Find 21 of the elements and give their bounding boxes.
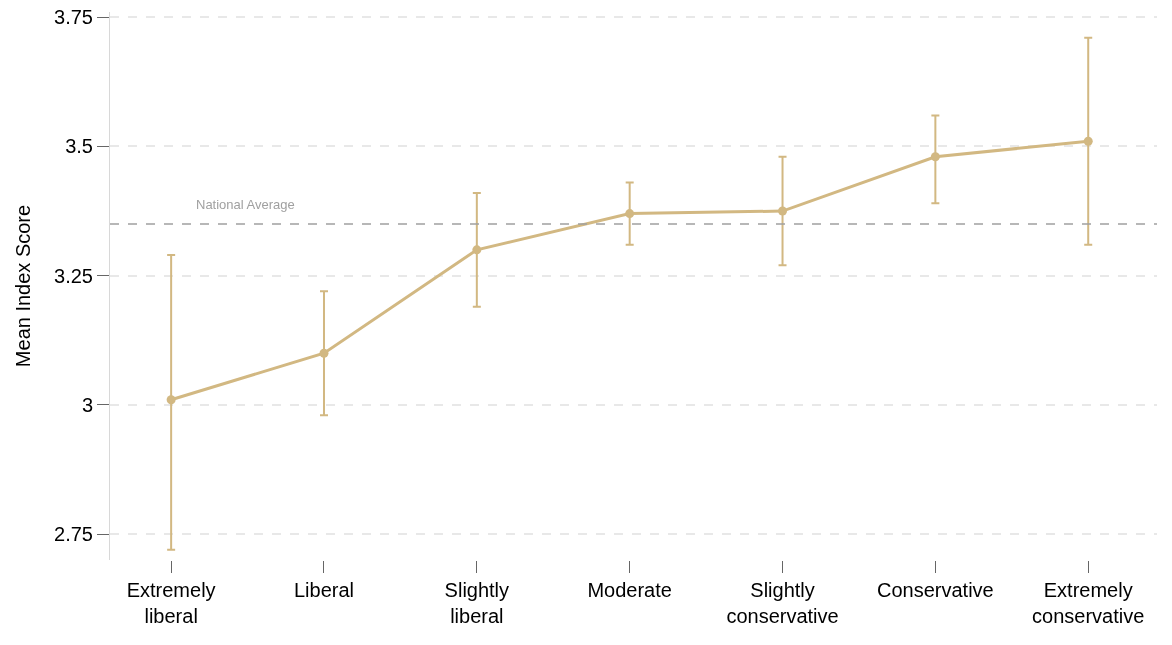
point (778, 206, 788, 216)
y-axis-title: Mean Index Score (11, 204, 34, 368)
point (1083, 136, 1093, 146)
x-tick-label: Liberal (293, 579, 355, 601)
point (166, 395, 176, 405)
point (625, 209, 635, 219)
ref-line-label: National Average (196, 197, 295, 212)
point (472, 245, 482, 255)
y-tick-label: 2.75 (54, 523, 93, 546)
y-tick-label: 3.25 (54, 264, 93, 287)
y-tick-label: 3 (81, 393, 93, 416)
x-tick-label: Extremely liberal (126, 579, 216, 627)
x-tick-label: Moderate (587, 579, 672, 601)
x-tick-label: Slightly liberal (444, 579, 510, 627)
x-tick-label: Extremely conservative (1032, 579, 1145, 627)
x-tick-label: Conservative (877, 579, 994, 601)
y-tick-label: 3.75 (54, 6, 93, 29)
point (319, 348, 329, 358)
x-tick-label: Slightly conservative (726, 579, 839, 627)
y-tick-label: 3.5 (65, 135, 93, 158)
point (930, 152, 940, 162)
